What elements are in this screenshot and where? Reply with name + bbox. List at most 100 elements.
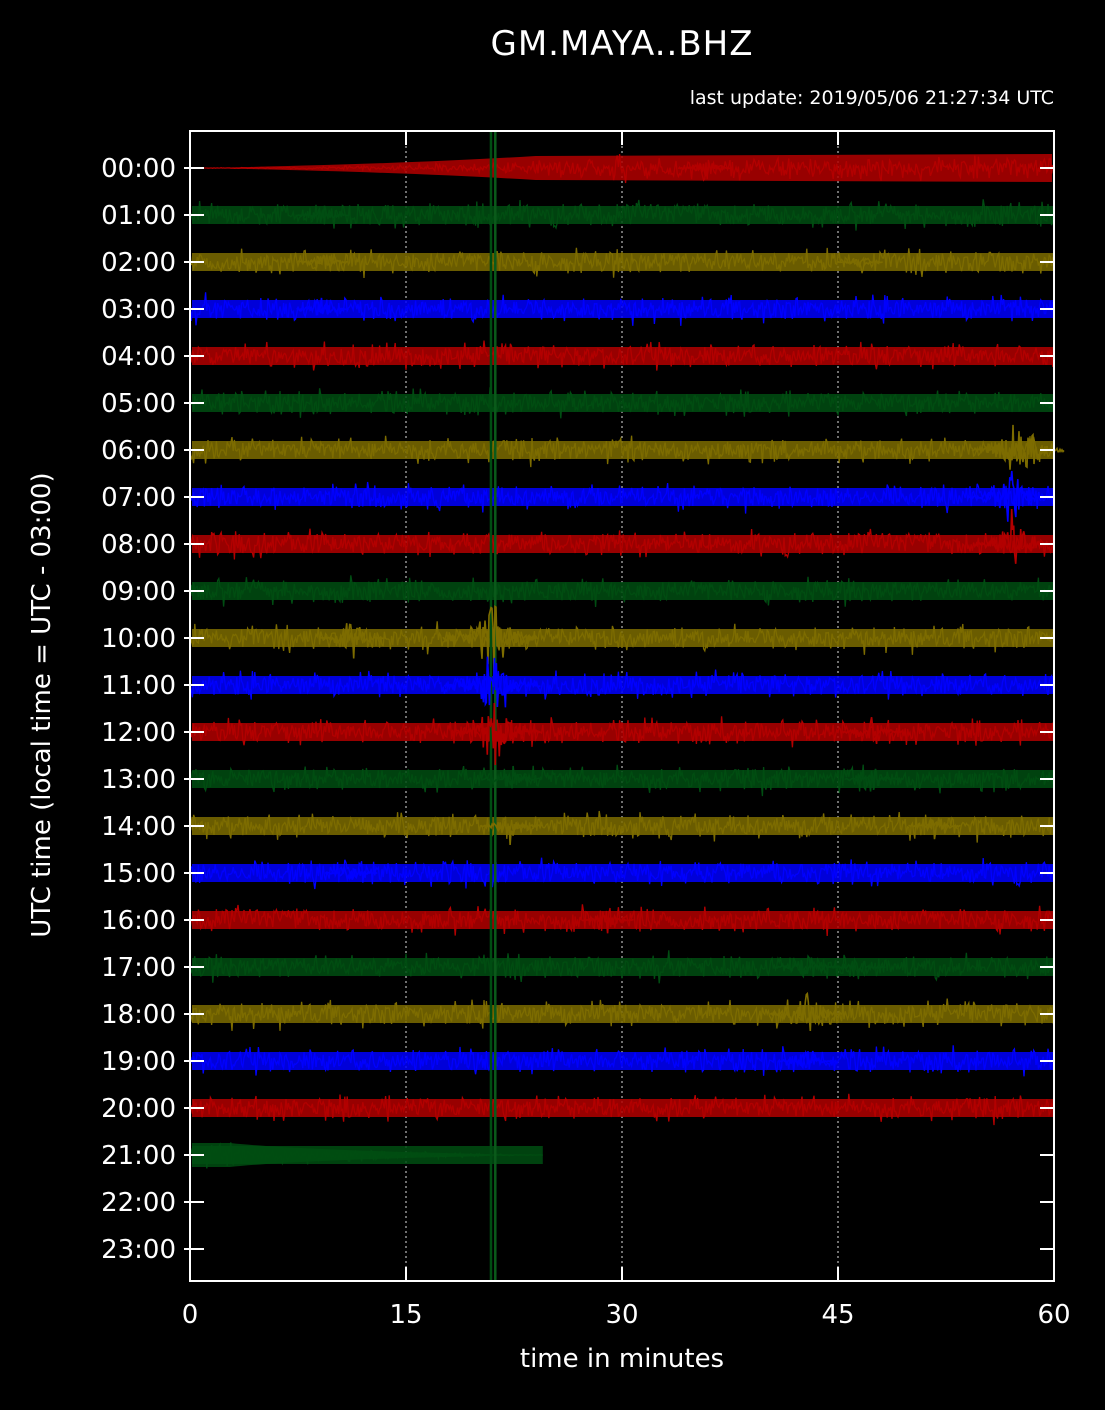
ytick-label: 01:00 [101, 201, 176, 231]
xtick-label: 45 [821, 1300, 854, 1330]
trace-band-13:00 [192, 770, 1054, 788]
ytick-label: 17:00 [101, 953, 176, 983]
trace-band-03:00 [192, 300, 1054, 318]
last-update-text: last update: 2019/05/06 21:27:34 UTC [689, 87, 1054, 109]
trace-band-taper-last [192, 1143, 543, 1167]
ytick-label: 15:00 [101, 859, 176, 889]
trace-band-04:00 [192, 347, 1054, 365]
event-spike-trace [442, 605, 540, 676]
event-spike-trace [779, 1049, 837, 1070]
event-spike [296, 297, 349, 316]
ytick-label: 10:00 [101, 624, 176, 654]
event-spike-trace [443, 656, 541, 708]
event-spike [836, 256, 883, 268]
event-spike [451, 702, 540, 766]
event-spikes [295, 131, 1065, 1281]
ytick-label: 16:00 [101, 906, 176, 936]
event-spike-trace [581, 913, 634, 934]
ytick-label: 19:00 [101, 1047, 176, 1077]
event-spike [908, 816, 961, 840]
event-spike [319, 623, 387, 659]
event-spike [581, 913, 634, 934]
trace-band-07:00 [192, 488, 1054, 506]
event-spike-trace [479, 820, 543, 845]
xtick-label: 60 [1037, 1300, 1070, 1330]
trace-band-02:00 [192, 253, 1054, 271]
trace-band-15:00 [192, 864, 1054, 882]
xtick-label: 30 [605, 1300, 638, 1330]
ytick-label: 13:00 [101, 765, 176, 795]
event-spike-trace [451, 702, 540, 766]
event-spike-trace [296, 297, 349, 316]
event-spike [479, 820, 543, 845]
event-spike-trace [841, 717, 904, 745]
ytick-label: 09:00 [101, 577, 176, 607]
trace-band-06:00 [192, 441, 1054, 459]
event-spike [967, 471, 1055, 522]
event-spike [773, 957, 839, 979]
trace-band-17:00 [192, 958, 1054, 976]
trace-band-19:00 [192, 1052, 1054, 1070]
event-spike [296, 254, 349, 268]
ytick-label: 12:00 [101, 718, 176, 748]
event-spike-trace [295, 205, 350, 223]
event-spike-trace [480, 765, 542, 789]
event-spike [779, 1049, 837, 1070]
xtick-label: 15 [389, 1300, 422, 1330]
event-spike-trace [324, 866, 378, 883]
ytick-label: 03:00 [101, 295, 176, 325]
event-spike [769, 991, 843, 1032]
ytick-label: 08:00 [101, 530, 176, 560]
event-spike [295, 205, 350, 223]
trace-band-05:00 [192, 394, 1054, 412]
x-axis-label: time in minutes [519, 1344, 725, 1374]
event-spike [442, 605, 540, 676]
ytick-label: 00:00 [101, 154, 176, 184]
trace-band-08:00 [192, 535, 1054, 553]
event-spike-trace [773, 957, 839, 979]
event-spike-trace [844, 768, 901, 792]
ytick-label: 23:00 [101, 1235, 176, 1265]
event-spike [443, 656, 541, 708]
xtick-label: 0 [182, 1300, 199, 1330]
trace-band-taper-00 [200, 154, 1052, 182]
event-spike [844, 768, 901, 792]
ytick-label: 04:00 [101, 342, 176, 372]
ytick-label: 06:00 [101, 436, 176, 466]
event-spike [324, 866, 378, 883]
ytick-label: 22:00 [101, 1188, 176, 1218]
trace-band-12:00 [192, 723, 1054, 741]
chart-title: GM.MAYA..BHZ [490, 24, 754, 64]
ytick-label: 05:00 [101, 389, 176, 419]
trace-band-09:00 [192, 582, 1054, 600]
grid-lines [405, 131, 839, 1281]
event-spike [677, 160, 733, 177]
event-spike-trace [836, 256, 883, 268]
event-spike [841, 717, 904, 745]
event-spike-trace [769, 991, 843, 1032]
event-spike [974, 508, 1053, 564]
ytick-label: 02:00 [101, 248, 176, 278]
event-spike [833, 957, 886, 976]
event-spike-trace [974, 508, 1053, 564]
axis-ticks: 00:00 01:00 02:00 03:00 04:00 05:00 06:00 07:00… [101, 131, 1071, 1330]
ytick-label: 14:00 [101, 812, 176, 842]
event-spike-trace [677, 160, 733, 177]
ytick-label: 07:00 [101, 483, 176, 513]
trace-band-11:00 [192, 676, 1054, 694]
trace-band-20:00 [192, 1099, 1054, 1117]
event-spike [480, 765, 542, 789]
trace-band-14:00 [192, 817, 1054, 835]
event-spike-trace [908, 816, 961, 840]
ytick-label: 18:00 [101, 1000, 176, 1030]
ytick-label: 20:00 [101, 1094, 176, 1124]
trace-band-01:00 [192, 206, 1054, 224]
trace-band-18:00 [192, 1005, 1054, 1023]
ytick-label: 21:00 [101, 1141, 176, 1171]
ytick-label: 11:00 [101, 671, 176, 701]
event-spike-trace [296, 254, 349, 268]
seismic-traces [189, 153, 1054, 1169]
event-spike-trace [967, 471, 1055, 522]
event-spike-trace [319, 623, 387, 659]
